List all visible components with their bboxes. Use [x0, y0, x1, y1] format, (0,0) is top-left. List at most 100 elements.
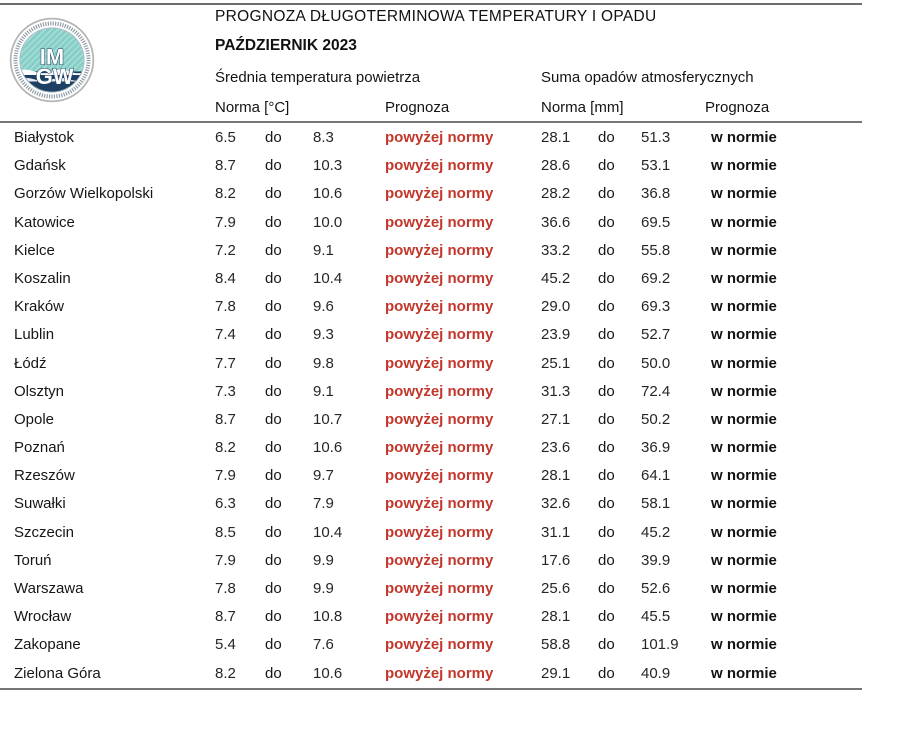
- temp-range-separator: do: [265, 551, 282, 569]
- table-row: Kraków 7.8 do 9.6 powyżej normy 29.0 do …: [0, 293, 900, 321]
- table-row: Poznań 8.2 do 10.6 powyżej normy 23.6 do…: [0, 434, 900, 462]
- precip-norm-min: 31.3: [541, 382, 571, 400]
- precip-norm-max: 45.2: [641, 523, 671, 541]
- city-name: Szczecin: [14, 523, 75, 541]
- temp-forecast-value: powyżej normy: [385, 636, 494, 654]
- precip-range-separator: do: [598, 495, 615, 513]
- table-row: Warszawa 7.8 do 9.9 powyżej normy 25.6 d…: [0, 575, 900, 603]
- precip-norm-max: 45.5: [641, 608, 671, 626]
- precip-norm-min: 25.1: [541, 354, 571, 372]
- precip-norm-max: 50.0: [641, 354, 671, 372]
- temp-range-separator: do: [265, 664, 282, 682]
- temp-norm-max: 10.6: [313, 439, 343, 457]
- temp-range-separator: do: [265, 354, 282, 372]
- precip-forecast-value: w normie: [711, 129, 777, 146]
- table-row: Katowice 7.9 do 10.0 powyżej normy 36.6 …: [0, 209, 900, 237]
- precip-norm-max: 53.1: [641, 157, 671, 175]
- city-name: Katowice: [14, 213, 75, 231]
- precip-range-separator: do: [598, 580, 615, 597]
- temp-range-separator: do: [265, 439, 282, 457]
- temp-range-separator: do: [265, 467, 282, 485]
- temp-norm-min: 8.7: [215, 410, 236, 428]
- table-row: Zielona Góra 8.2 do 10.6 powyżej normy 2…: [0, 660, 900, 688]
- temp-norm-min: 8.2: [215, 185, 236, 203]
- precip-range-separator: do: [598, 523, 615, 541]
- city-name: Zakopane: [14, 636, 81, 654]
- precip-norm-max: 51.3: [641, 129, 671, 146]
- temp-forecast-value: powyżej normy: [385, 326, 494, 344]
- precip-norm-min: 28.1: [541, 129, 571, 146]
- precip-forecast-value: w normie: [711, 185, 777, 203]
- precip-range-separator: do: [598, 326, 615, 344]
- precip-forecast-value: w normie: [711, 241, 777, 259]
- precip-norm-min: 29.1: [541, 664, 571, 682]
- precip-range-separator: do: [598, 129, 615, 146]
- forecast-table: Białystok 6.5 do 8.3 powyżej normy 28.1 …: [0, 124, 900, 688]
- temp-norm-min: 5.4: [215, 636, 236, 654]
- precip-norm-max: 36.9: [641, 439, 671, 457]
- precip-norm-max: 50.2: [641, 410, 671, 428]
- precip-norm-min: 31.1: [541, 523, 571, 541]
- temp-norm-min: 7.3: [215, 382, 236, 400]
- page-subtitle-month: PAŹDZIERNIK 2023: [215, 37, 357, 54]
- temp-norm-max: 10.7: [313, 410, 343, 428]
- temp-range-separator: do: [265, 298, 282, 316]
- temp-norm-min: 7.9: [215, 213, 236, 231]
- precip-range-separator: do: [598, 185, 615, 203]
- precip-norm-min: 32.6: [541, 495, 571, 513]
- precip-norm-min: 33.2: [541, 241, 571, 259]
- temp-forecast-value: powyżej normy: [385, 354, 494, 372]
- table-row: Koszalin 8.4 do 10.4 powyżej normy 45.2 …: [0, 265, 900, 293]
- table-row: Zakopane 5.4 do 7.6 powyżej normy 58.8 d…: [0, 631, 900, 659]
- table-row: Łódź 7.7 do 9.8 powyżej normy 25.1 do 50…: [0, 350, 900, 378]
- precip-forecast-value: w normie: [711, 495, 777, 513]
- temp-norm-max: 10.6: [313, 185, 343, 203]
- precip-forecast-value: w normie: [711, 636, 777, 654]
- precip-norm-min: 23.6: [541, 439, 571, 457]
- temp-norm-min: 8.4: [215, 269, 236, 287]
- temp-range-separator: do: [265, 523, 282, 541]
- city-name: Gorzów Wielkopolski: [14, 185, 154, 203]
- table-row: Lublin 7.4 do 9.3 powyżej normy 23.9 do …: [0, 321, 900, 349]
- precip-norm-min: 28.6: [541, 157, 571, 175]
- temp-forecast-value: powyżej normy: [385, 157, 494, 175]
- table-row: Opole 8.7 do 10.7 powyżej normy 27.1 do …: [0, 406, 900, 434]
- temp-range-separator: do: [265, 157, 282, 175]
- section-header-precipitation: Suma opadów atmosferycznych: [541, 69, 754, 86]
- precip-norm-max: 40.9: [641, 664, 671, 682]
- precip-norm-min: 23.9: [541, 326, 571, 344]
- precip-norm-max: 69.3: [641, 298, 671, 316]
- temp-range-separator: do: [265, 129, 282, 146]
- temp-norm-max: 9.3: [313, 326, 334, 344]
- temp-norm-min: 8.5: [215, 523, 236, 541]
- city-name: Wrocław: [14, 608, 72, 626]
- temp-forecast-value: powyżej normy: [385, 298, 494, 316]
- logo-letters-gw: GW: [36, 64, 74, 89]
- city-name: Gdańsk: [14, 157, 66, 175]
- precip-range-separator: do: [598, 608, 615, 626]
- column-header-precip-forecast: Prognoza: [705, 99, 770, 116]
- precip-norm-max: 55.8: [641, 241, 671, 259]
- precip-forecast-value: w normie: [711, 664, 777, 682]
- column-header-temp-forecast: Prognoza: [385, 99, 450, 116]
- temp-norm-max: 10.4: [313, 523, 343, 541]
- precip-range-separator: do: [598, 298, 615, 316]
- temp-forecast-value: powyżej normy: [385, 495, 494, 513]
- city-name: Suwałki: [14, 495, 66, 513]
- temp-norm-max: 9.1: [313, 382, 334, 400]
- temp-norm-min: 7.9: [215, 551, 236, 569]
- header-rule: [0, 121, 862, 124]
- precip-norm-min: 17.6: [541, 551, 571, 569]
- precip-norm-max: 101.9: [641, 636, 679, 654]
- temp-range-separator: do: [265, 495, 282, 513]
- city-name: Toruń: [14, 551, 52, 569]
- precip-forecast-value: w normie: [711, 298, 777, 316]
- temp-norm-min: 6.3: [215, 495, 236, 513]
- city-name: Białystok: [14, 129, 75, 146]
- precip-norm-min: 28.1: [541, 608, 571, 626]
- temp-norm-min: 7.2: [215, 241, 236, 259]
- precip-range-separator: do: [598, 213, 615, 231]
- temp-forecast-value: powyżej normy: [385, 580, 494, 597]
- top-rule: [0, 3, 862, 5]
- precip-forecast-value: w normie: [711, 269, 777, 287]
